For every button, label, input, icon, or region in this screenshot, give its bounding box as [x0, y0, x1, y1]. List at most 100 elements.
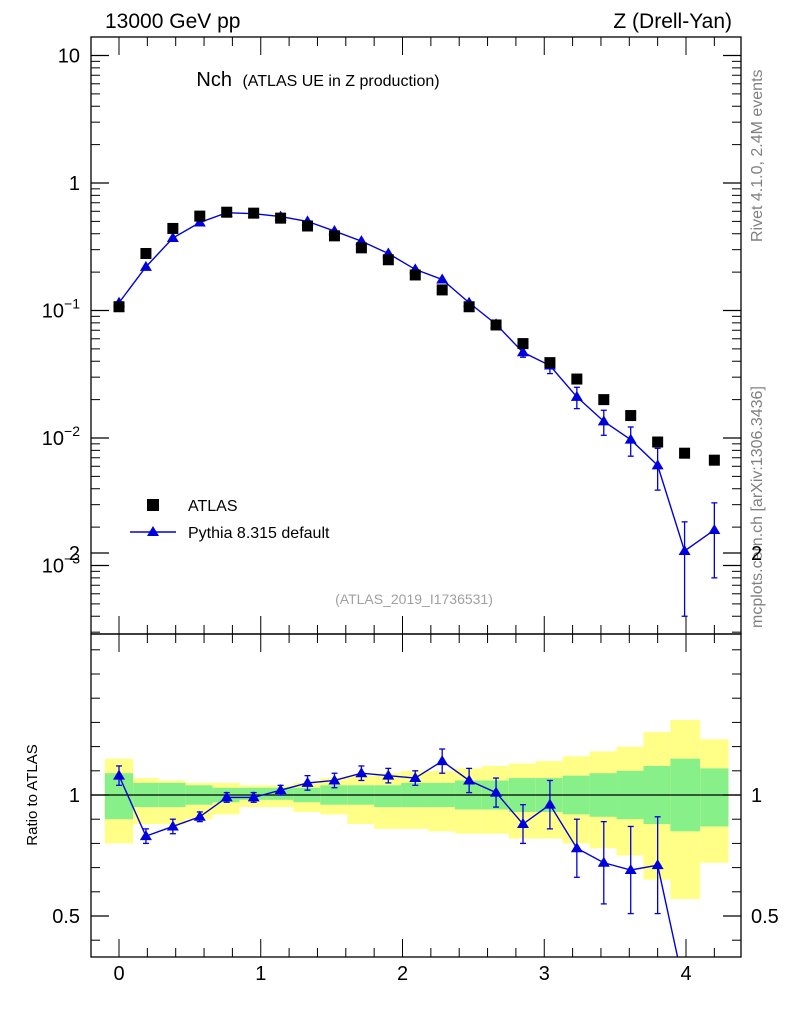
atlas-point	[679, 447, 691, 459]
plot-subtitle: (ATLAS UE in Z production)	[242, 73, 439, 90]
ratio-pythia-point	[463, 774, 476, 785]
ratio-pythia-point	[274, 784, 287, 795]
atlas-point	[167, 222, 179, 234]
x-tick-label: 2	[397, 963, 408, 985]
plot-title-main: Nch	[196, 69, 232, 91]
ratio-pythia-point	[409, 772, 422, 783]
pythia-point	[516, 346, 529, 357]
atlas-point	[571, 373, 583, 385]
ratio-y-tick-label: 2	[69, 543, 80, 565]
ratio-axes: 0.5 0.5 1 1 2 2 0 1 2 3 4	[52, 543, 779, 985]
rivet-version-label: Rivet 4.1.0, 2.4M events	[749, 69, 766, 242]
main-y-tick-base: 10	[42, 428, 64, 450]
pythia-point	[678, 544, 691, 555]
main-y-tick-exponent: −3	[64, 551, 80, 567]
ratio-y-tick-label: 1	[69, 785, 80, 807]
pythia-point	[139, 260, 152, 271]
ratio-pythia-point	[651, 859, 664, 870]
atlas-point	[355, 242, 367, 254]
atlas-point	[382, 254, 394, 266]
atlas-point	[275, 212, 287, 224]
main-frame	[90, 36, 742, 635]
ratio-pythia-point	[355, 767, 368, 778]
atlas-point	[652, 436, 664, 448]
atlas-point	[409, 269, 421, 281]
ratio-pythia-point	[139, 830, 152, 841]
atlas-point	[248, 207, 260, 219]
ratio-pythia-point	[490, 786, 503, 797]
atlas-point	[708, 454, 720, 466]
ratio-frame	[90, 633, 742, 958]
ratio-pythia-point	[597, 856, 610, 867]
ratio-band-layer	[91, 719, 741, 900]
main-y-tick-label: 10	[58, 46, 80, 68]
legend-pythia-label: Pythia 8.315 default	[188, 525, 330, 542]
ratio-pythia-point	[301, 776, 314, 787]
legend: ATLAS Pythia 8.315 default	[130, 498, 330, 542]
main-y-tick-exponent: −1	[64, 296, 80, 312]
source-label: mcplots.cern.ch [arXiv:1306.3436]	[749, 386, 766, 628]
pythia-point	[651, 459, 664, 470]
legend-atlas-label: ATLAS	[188, 498, 238, 515]
ratio-pythia-point	[113, 769, 125, 780]
atlas-point	[490, 319, 502, 331]
atlas-point	[221, 206, 233, 218]
legend-atlas-marker	[147, 499, 159, 511]
analysis-id-label: (ATLAS_2019_I1736531)	[335, 591, 493, 607]
ratio-pythia-point	[570, 842, 583, 853]
main-y-tick-base: 10	[58, 46, 80, 68]
main-y-tick-label: 10−2	[42, 423, 80, 450]
pythia-point	[708, 523, 721, 534]
atlas-point	[463, 301, 475, 313]
ratio-pythia-point	[166, 820, 179, 831]
ratio-y-tick-label-right: 0.5	[751, 906, 779, 928]
x-tick-label: 4	[680, 963, 691, 985]
ratio-pythia-point	[220, 791, 233, 802]
ratio-series-layer	[113, 748, 679, 958]
main-y-tick-base: 1	[69, 173, 80, 195]
main-y-tick-base: 10	[42, 556, 64, 578]
atlas-point	[328, 230, 340, 242]
x-tick-label: 3	[539, 963, 550, 985]
atlas-point	[194, 210, 206, 222]
atlas-point	[598, 394, 610, 406]
process-label: Z (Drell-Yan)	[613, 10, 732, 33]
x-tick-label: 1	[255, 963, 266, 985]
main-series-layer	[113, 206, 721, 617]
ratio-pythia-point	[624, 864, 637, 875]
atlas-point	[625, 410, 637, 422]
plot-title: Nch (ATLAS UE in Z production)	[196, 69, 439, 91]
ratio-y-tick-label-right: 1	[751, 785, 762, 807]
x-tick-label: 0	[113, 963, 124, 985]
atlas-point	[517, 338, 529, 350]
pythia-point	[166, 232, 179, 243]
main-y-tick-label: 10−3	[42, 551, 80, 578]
ratio-pythia-point	[436, 755, 449, 766]
main-y-tick-base: 10	[42, 301, 64, 323]
main-y-tick-label: 10−1	[42, 296, 80, 323]
ratio-inner-band	[700, 768, 729, 827]
atlas-point	[113, 301, 125, 313]
atlas-point	[436, 284, 448, 296]
ratio-y-tick-label: 0.5	[52, 906, 80, 928]
ratio-pythia-point	[328, 774, 341, 785]
ratio-pythia-point	[543, 798, 556, 809]
pythia-point	[624, 433, 637, 444]
ratio-inner-band	[374, 785, 402, 808]
ratio-pythia-point	[516, 818, 529, 829]
atlas-point	[302, 220, 314, 232]
main-y-tick-label: 1	[69, 173, 80, 195]
legend-pythia-marker	[147, 526, 159, 536]
ratio-pythia-point	[247, 791, 260, 802]
ratio-pythia-line	[118, 760, 679, 958]
atlas-point	[544, 357, 556, 369]
main-y-tick-exponent: −2	[64, 423, 80, 439]
ratio-y-tick-label-right: 2	[751, 543, 762, 565]
pythia-point	[436, 273, 449, 284]
ratio-pythia-point	[382, 769, 395, 780]
pythia-point	[597, 415, 610, 426]
pythia-point	[570, 390, 583, 401]
ratio-pythia-point	[193, 810, 206, 821]
